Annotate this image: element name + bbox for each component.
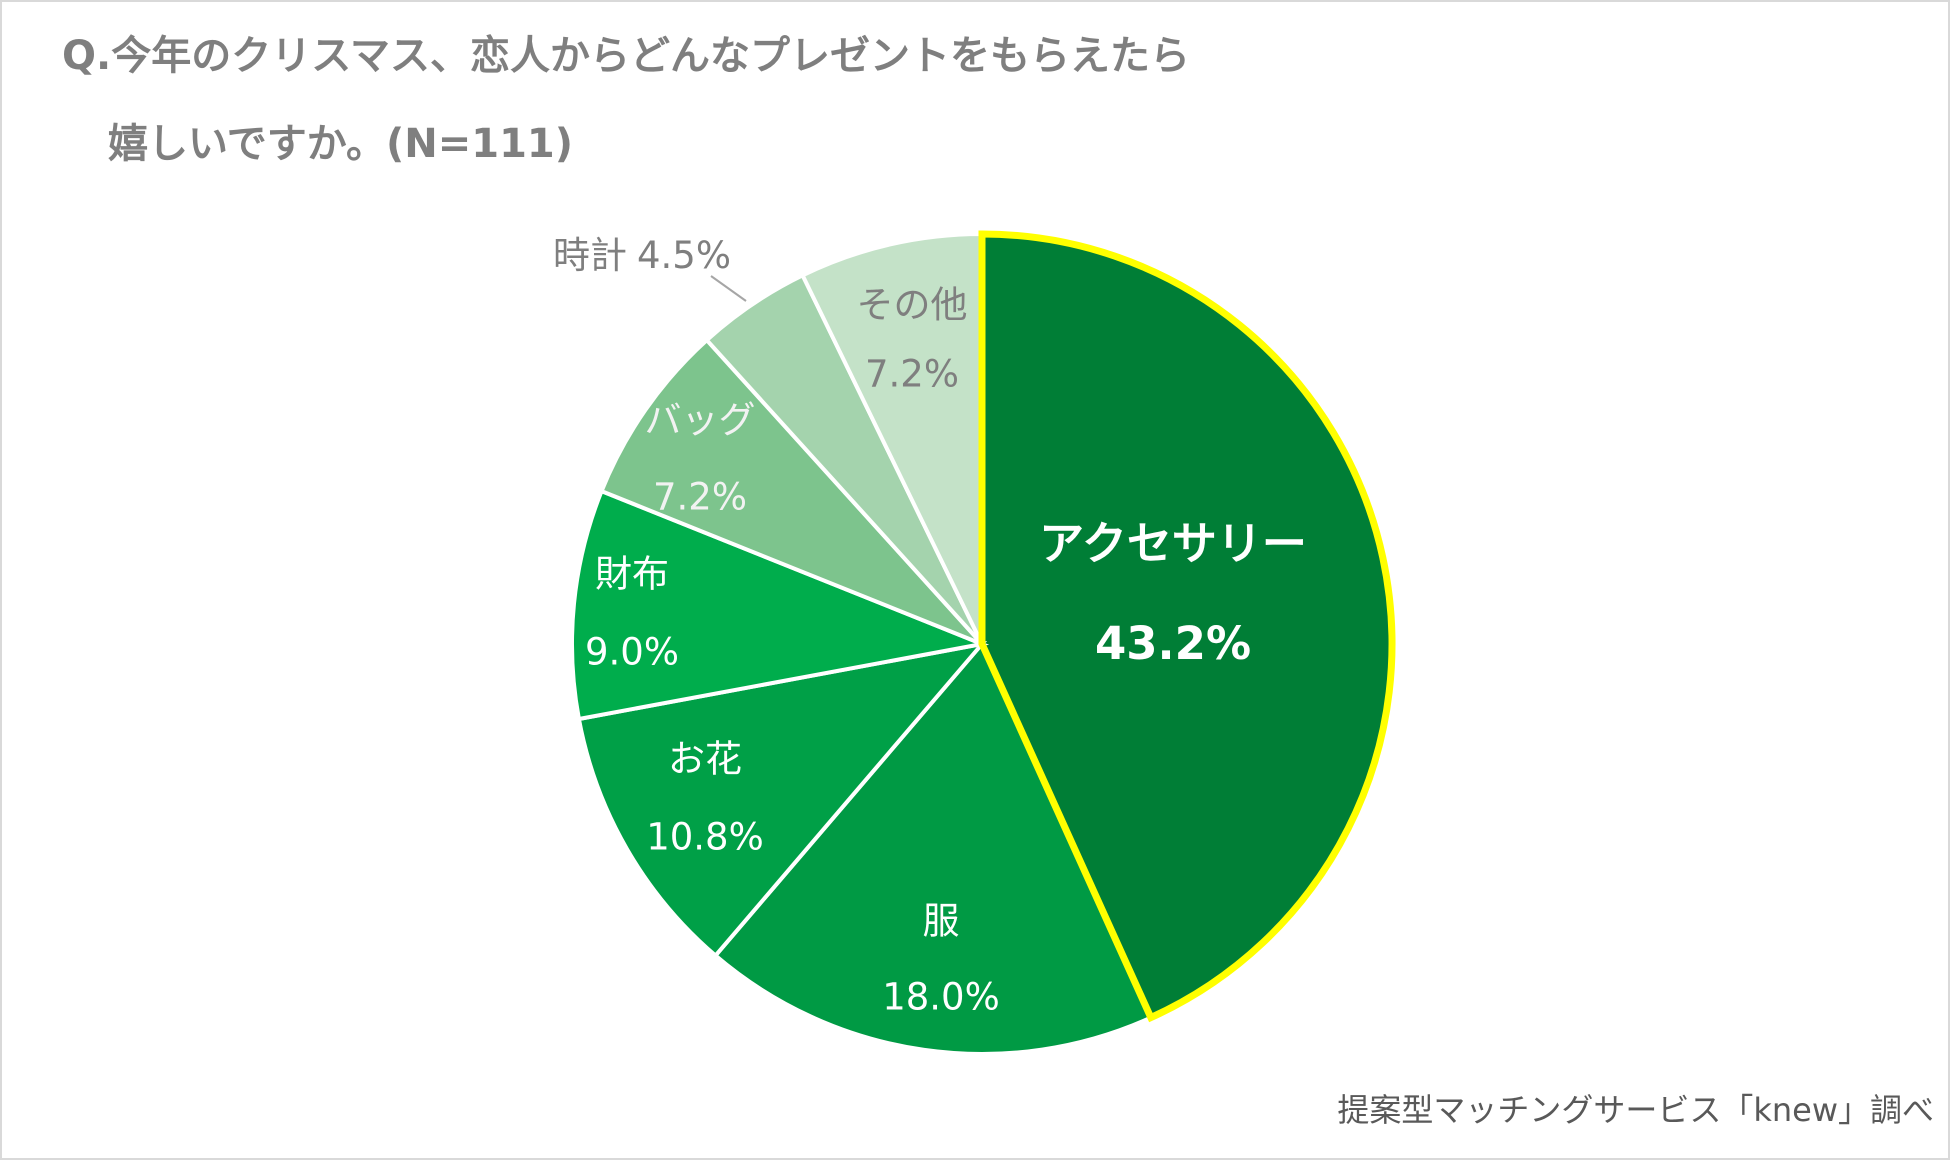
pie-slice (570, 488, 990, 722)
pie-slice (799, 231, 984, 645)
pie-slice (576, 640, 988, 959)
value-label: 18.0% (882, 976, 1000, 1019)
pie-slice (712, 640, 1154, 1056)
chart-title: Q.今年のクリスマス、恋人からどんなプレゼントをもらえたら (62, 33, 1190, 79)
category-label: お花 (668, 738, 742, 781)
value-label: 9.0% (585, 631, 679, 674)
data-label: 時計 4.5% (553, 234, 731, 277)
category-label: アクセサリー (1039, 517, 1307, 570)
pie-slice (598, 337, 984, 646)
leader-line (710, 275, 747, 302)
value-label: 7.2% (865, 353, 959, 396)
chart-title: 嬉しいですか。(N=111) (108, 121, 573, 167)
value-label: 43.2% (1095, 617, 1251, 670)
category-label: バッグ (645, 399, 756, 442)
value-label: 7.2% (653, 476, 747, 519)
value-label: 4.5% (637, 234, 731, 277)
category-label: 時計 (553, 234, 627, 277)
source-note: 提案型マッチングサービス「knew」調べ (1337, 1091, 1934, 1129)
value-label: 10.8% (646, 816, 764, 859)
category-label: 服 (923, 900, 960, 943)
slice-highlight (978, 230, 1396, 1023)
category-label: その他 (857, 284, 968, 327)
category-label: 財布 (595, 553, 669, 596)
